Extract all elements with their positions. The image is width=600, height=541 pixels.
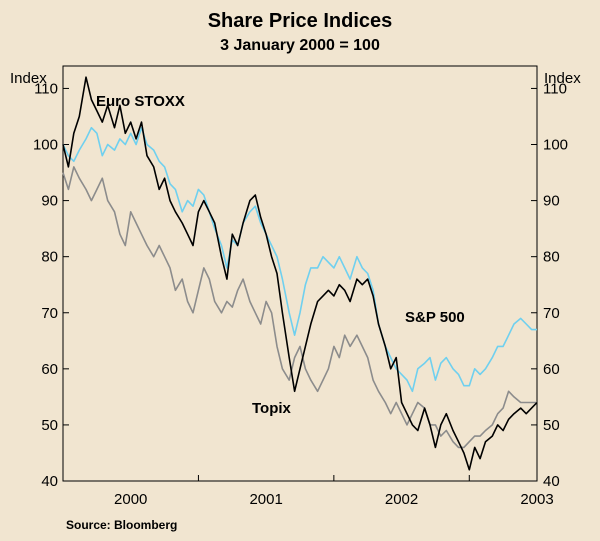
chart-title: Share Price Indices bbox=[208, 10, 393, 32]
y-tick-label-right: 70 bbox=[543, 305, 560, 322]
y-tick-label-right: 100 bbox=[543, 137, 568, 154]
annotation-sp500: S&P 500 bbox=[405, 309, 465, 326]
x-year-label: 2001 bbox=[249, 491, 282, 508]
series-line-euro-stoxx bbox=[62, 76, 538, 471]
y-tick-label-right: 110 bbox=[543, 80, 567, 97]
annotation-topix: Topix bbox=[252, 400, 292, 417]
x-year-label: 2003 bbox=[520, 491, 553, 508]
series-line-s-p-500 bbox=[62, 126, 537, 393]
y-tick-label-right: 50 bbox=[543, 417, 560, 434]
series-line-topix bbox=[62, 166, 537, 449]
y-tick-label-left: 90 bbox=[41, 193, 58, 210]
y-tick-label-right: 90 bbox=[543, 193, 560, 210]
x-year-label: 2000 bbox=[114, 491, 147, 508]
y-tick-label-left: 70 bbox=[41, 305, 58, 322]
y-tick-label-left: 60 bbox=[41, 361, 58, 378]
annotation-euro-stoxx: Euro STOXX bbox=[96, 93, 185, 110]
y-tick-label-left: 50 bbox=[41, 417, 58, 434]
y-tick-label-left: 100 bbox=[33, 137, 58, 154]
y-tick-label-left: 110 bbox=[34, 80, 58, 97]
plot-frame bbox=[62, 65, 538, 482]
x-year-label: 2002 bbox=[385, 491, 418, 508]
y-tick-label-left: 40 bbox=[41, 473, 58, 490]
y-axis-label-left: Index bbox=[10, 70, 47, 87]
y-axis-label-right: Index bbox=[544, 70, 581, 87]
chart-source: Source: Bloomberg bbox=[66, 518, 177, 532]
chart-subtitle: 3 January 2000 = 100 bbox=[220, 37, 380, 54]
y-tick-label-left: 80 bbox=[41, 249, 58, 266]
y-tick-label-right: 60 bbox=[543, 361, 560, 378]
y-tick-label-right: 40 bbox=[543, 473, 560, 490]
y-tick-label-right: 80 bbox=[543, 249, 560, 266]
